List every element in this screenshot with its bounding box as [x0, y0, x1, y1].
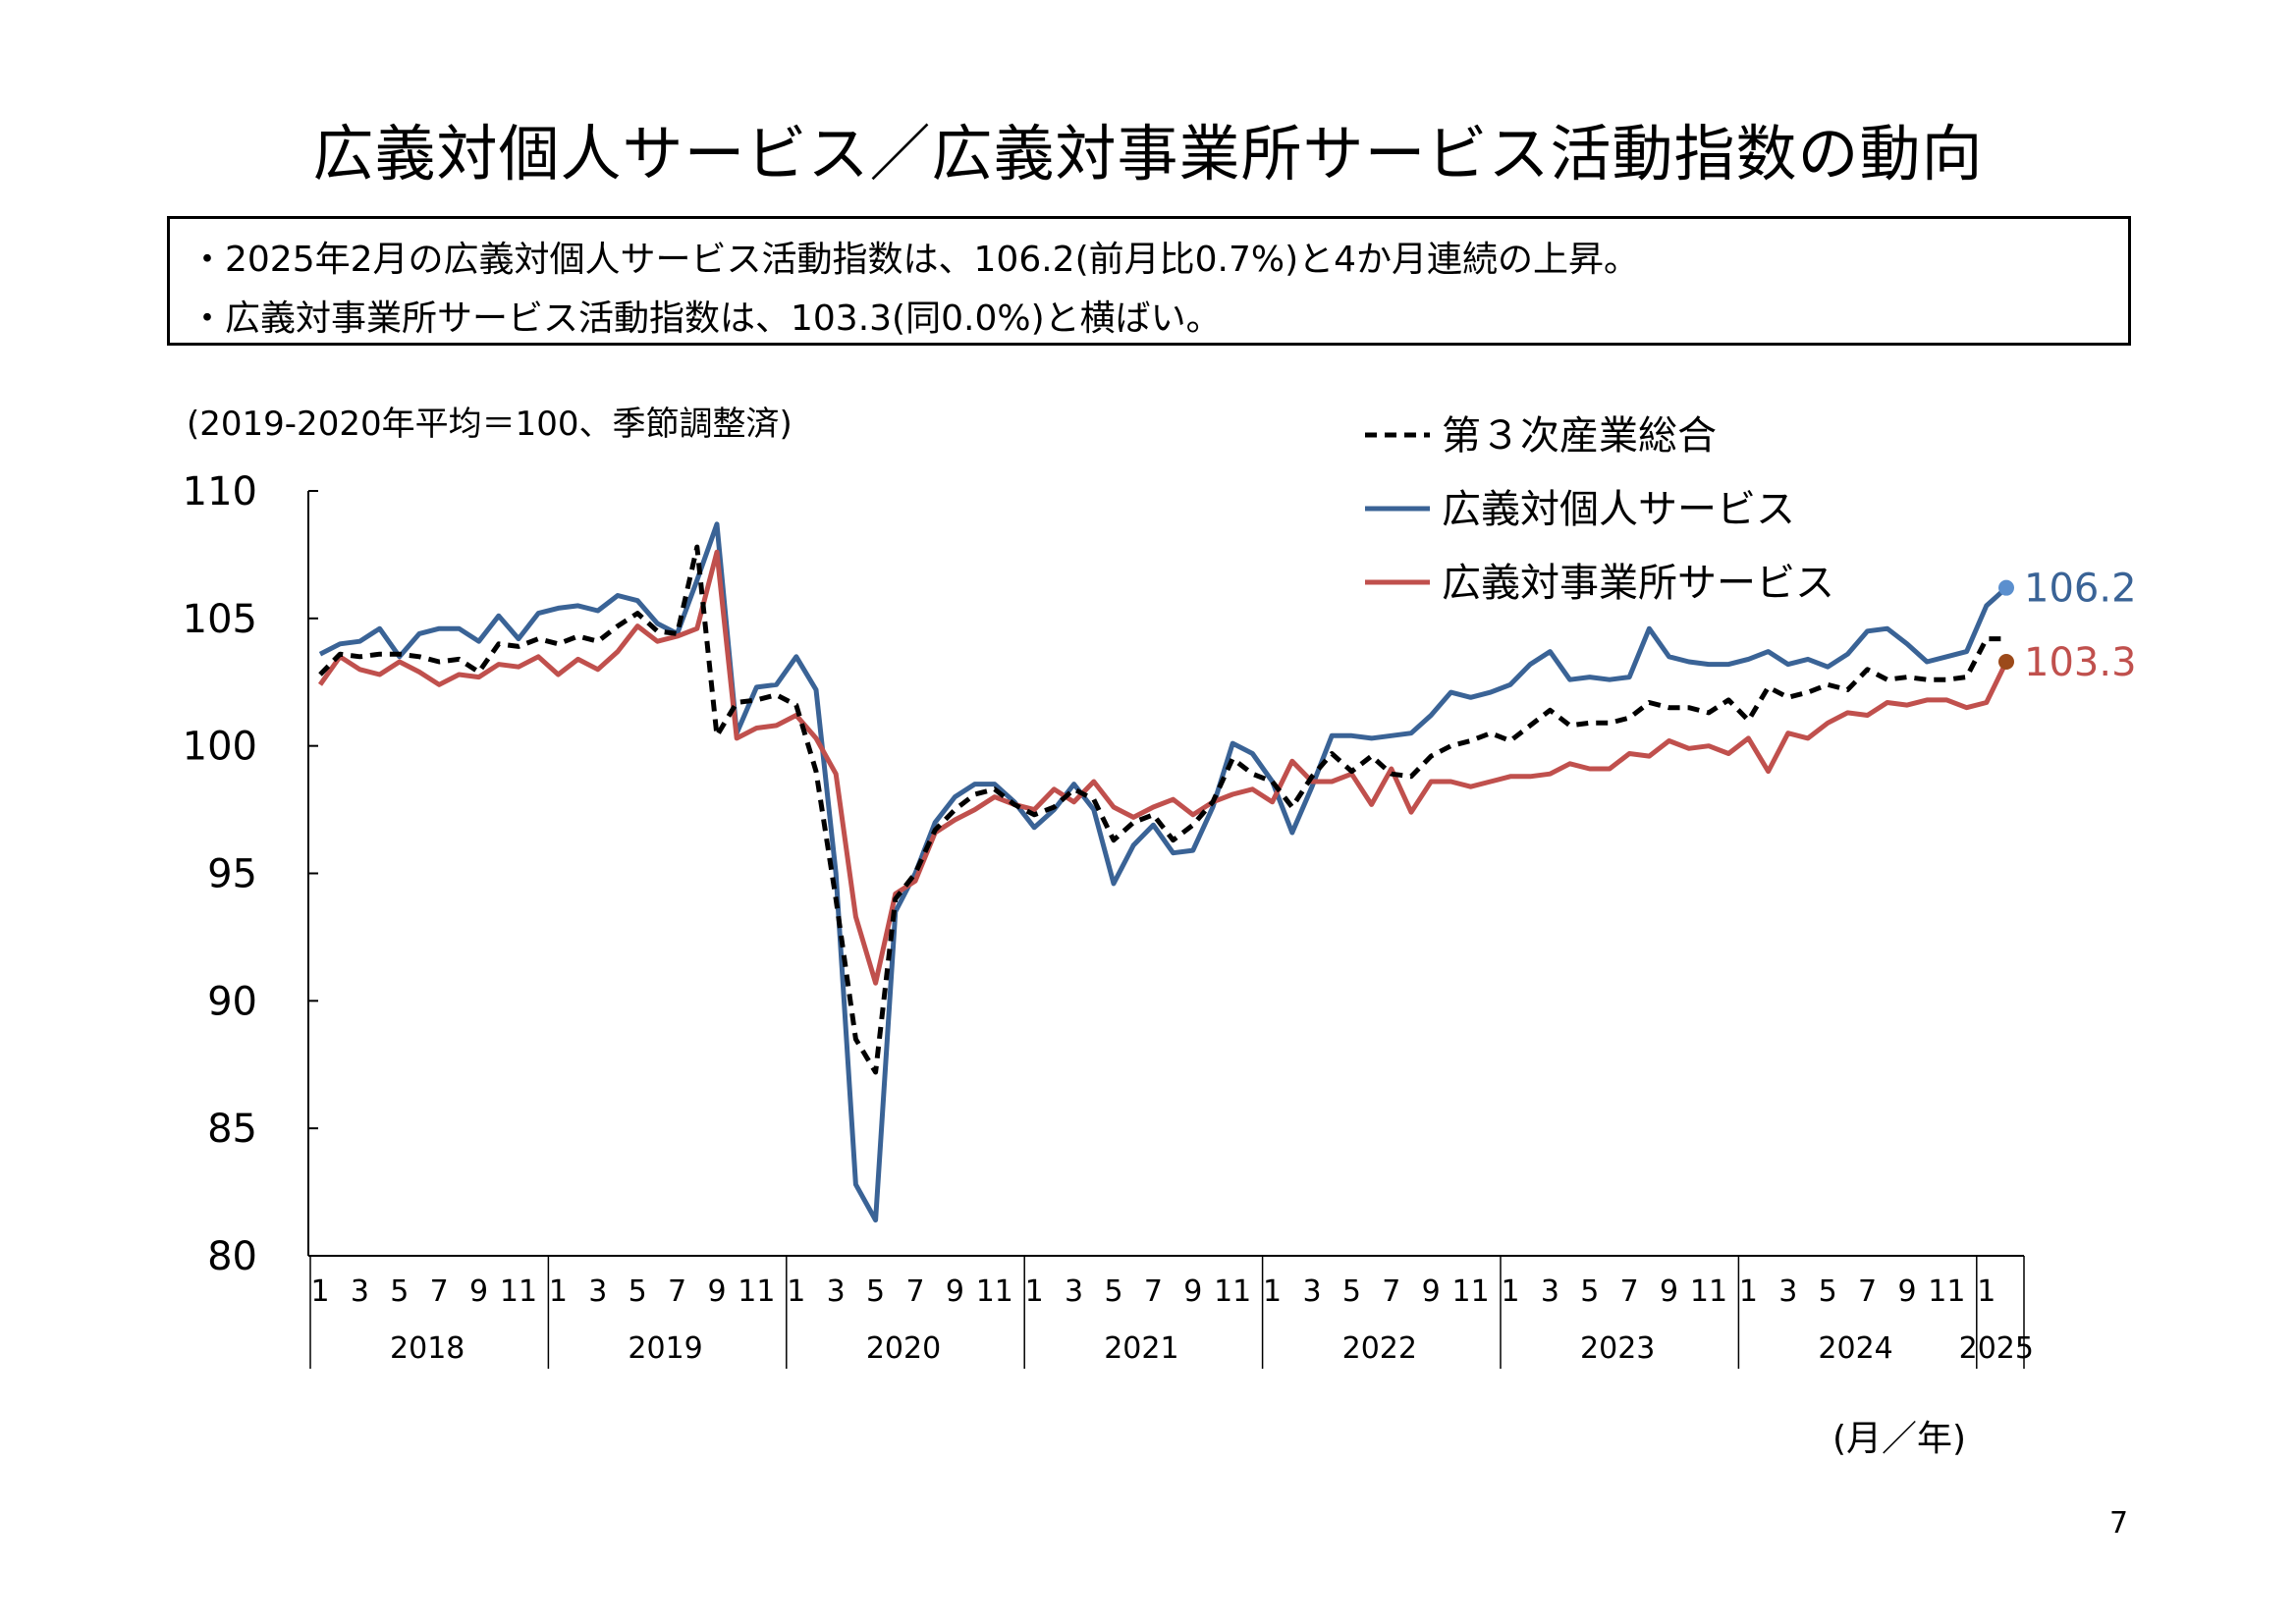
business-end-label: 103.3 [2024, 640, 2137, 685]
month-tick-label: 7 [1144, 1274, 1163, 1309]
month-tick-label: 9 [469, 1274, 488, 1309]
month-tick-label: 5 [1104, 1274, 1122, 1309]
month-tick-label: 1 [1501, 1274, 1519, 1309]
personal-end-marker [1998, 579, 2014, 596]
month-tick-label: 11 [1928, 1274, 1965, 1309]
y-tick-label: 90 [207, 979, 257, 1024]
month-tick-label: 1 [787, 1274, 805, 1309]
month-tick-label: 7 [430, 1274, 449, 1309]
month-tick-label: 1 [549, 1274, 568, 1309]
month-tick-label: 5 [1819, 1274, 1837, 1309]
year-tick-label: 2022 [1342, 1331, 1417, 1366]
y-tick-label: 80 [207, 1234, 257, 1279]
y-tick-label: 100 [183, 725, 257, 770]
month-tick-label: 9 [1183, 1274, 1202, 1309]
y-tick-label: 105 [183, 597, 257, 642]
month-tick-label: 5 [1580, 1274, 1599, 1309]
month-tick-label: 7 [1620, 1274, 1639, 1309]
month-tick-label: 1 [1263, 1274, 1282, 1309]
y-tick-label: 110 [183, 469, 257, 514]
month-tick-label: 3 [1541, 1274, 1559, 1309]
year-tick-label: 2020 [866, 1331, 941, 1366]
month-tick-label: 7 [1382, 1274, 1400, 1309]
summary-line-personal: ・2025年2月の広義対個人サービス活動指数は、106.2(前月比0.7%)と4… [190, 240, 1640, 280]
month-tick-label: 11 [1214, 1274, 1251, 1309]
y-tick-label: 95 [207, 852, 257, 897]
month-tick-label: 9 [1422, 1274, 1441, 1309]
month-tick-label: 3 [1065, 1274, 1083, 1309]
month-tick-label: 1 [1025, 1274, 1044, 1309]
month-tick-label: 5 [390, 1274, 409, 1309]
legend-label-personal: 広義対個人サービス [1442, 487, 1795, 532]
month-tick-label: 1 [310, 1274, 329, 1309]
month-tick-label: 7 [668, 1274, 686, 1309]
month-tick-label: 9 [1660, 1274, 1678, 1309]
month-tick-label: 3 [1778, 1274, 1797, 1309]
month-tick-label: 1 [1739, 1274, 1758, 1309]
page-number: 7 [2109, 1506, 2129, 1541]
month-tick-label: 11 [738, 1274, 775, 1309]
month-tick-label: 11 [976, 1274, 1013, 1309]
month-tick-label: 3 [827, 1274, 846, 1309]
business-end-marker [1998, 653, 2014, 670]
y-tick-label: 85 [207, 1107, 257, 1152]
year-tick-label: 2019 [628, 1331, 702, 1366]
year-tick-label: 2024 [1818, 1331, 1892, 1366]
month-tick-label: 9 [946, 1274, 964, 1309]
month-tick-label: 9 [707, 1274, 726, 1309]
series-line-personal [318, 521, 2008, 1223]
legend-label-tertiary: 第３次産業総合 [1442, 413, 1717, 459]
month-tick-label: 11 [1690, 1274, 1727, 1309]
month-tick-label: 7 [905, 1274, 924, 1309]
series-line-business [317, 549, 2009, 986]
year-tick-label: 2018 [390, 1331, 465, 1366]
month-tick-label: 5 [866, 1274, 885, 1309]
x-axis-unit: (月／年) [1832, 1419, 1967, 1459]
summary-box: ・2025年2月の広義対個人サービス活動指数は、106.2(前月比0.7%)と4… [167, 216, 2131, 346]
month-tick-label: 3 [351, 1274, 369, 1309]
month-tick-label: 1 [1977, 1274, 1995, 1309]
month-tick-label: 7 [1858, 1274, 1877, 1309]
personal-end-label: 106.2 [2024, 567, 2137, 612]
month-tick-label: 11 [1452, 1274, 1490, 1309]
year-tick-label: 2025 [1959, 1331, 2034, 1366]
month-tick-label: 3 [588, 1274, 607, 1309]
month-tick-label: 3 [1302, 1274, 1321, 1309]
legend-label-business: 広義対事業所サービス [1442, 561, 1834, 606]
year-tick-label: 2023 [1580, 1331, 1655, 1366]
month-tick-label: 11 [500, 1274, 537, 1309]
unit-note: (2019-2020年平均＝100、季節調整済) [187, 405, 793, 444]
series-line-tertiary [318, 544, 2006, 1075]
month-tick-label: 5 [629, 1274, 647, 1309]
summary-line-business: ・広義対事業所サービス活動指数は、103.3(同0.0%)と横ばい。 [190, 298, 1222, 339]
year-tick-label: 2021 [1104, 1331, 1178, 1366]
month-tick-label: 5 [1342, 1274, 1361, 1309]
page-title: 広義対個人サービス／広義対事業所サービス活動指数の動向 [312, 118, 1984, 189]
month-tick-label: 9 [1897, 1274, 1916, 1309]
